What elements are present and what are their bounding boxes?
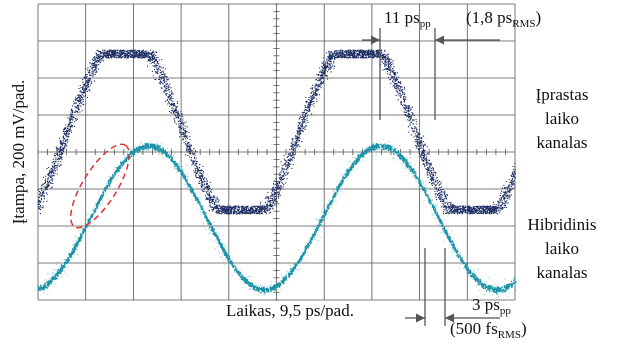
page: 11 pspp (1,8 psRMS) 3 pspp (500 fsRMS) L… [0, 0, 619, 343]
text: pp [420, 18, 432, 30]
text: (1,8 ps [466, 8, 512, 27]
text: 3 ps [472, 295, 500, 314]
figure: 11 pspp (1,8 psRMS) 3 pspp (500 fsRMS) L… [0, 0, 619, 343]
channel-label: laiko [545, 109, 579, 128]
annotation: (500 fsRMS) [450, 319, 527, 341]
text: RMS [498, 329, 521, 341]
channel-label: laiko [545, 239, 579, 258]
scope-grid [38, 4, 515, 300]
text: pp [500, 305, 512, 317]
annotation: 11 pspp [384, 8, 431, 30]
highlight-ellipse [60, 136, 140, 235]
channel-label: kanalas [537, 263, 588, 282]
text: (500 fs [450, 319, 498, 338]
text: RMS [512, 18, 535, 30]
y-axis-label: Įtampa, 200 mV/pad. [9, 80, 28, 224]
x-axis-label: Laikas, 9,5 ps/pad. [226, 301, 354, 320]
text: ) [521, 319, 527, 338]
annotation: 3 pspp [472, 295, 511, 317]
annotation: (1,8 psRMS) [466, 8, 541, 30]
channel-label: Įprastas [536, 85, 589, 104]
channel-label: kanalas [537, 133, 588, 152]
text: ) [536, 8, 542, 27]
channel-label: Hibridinis [528, 215, 597, 234]
text: 11 ps [384, 8, 420, 27]
